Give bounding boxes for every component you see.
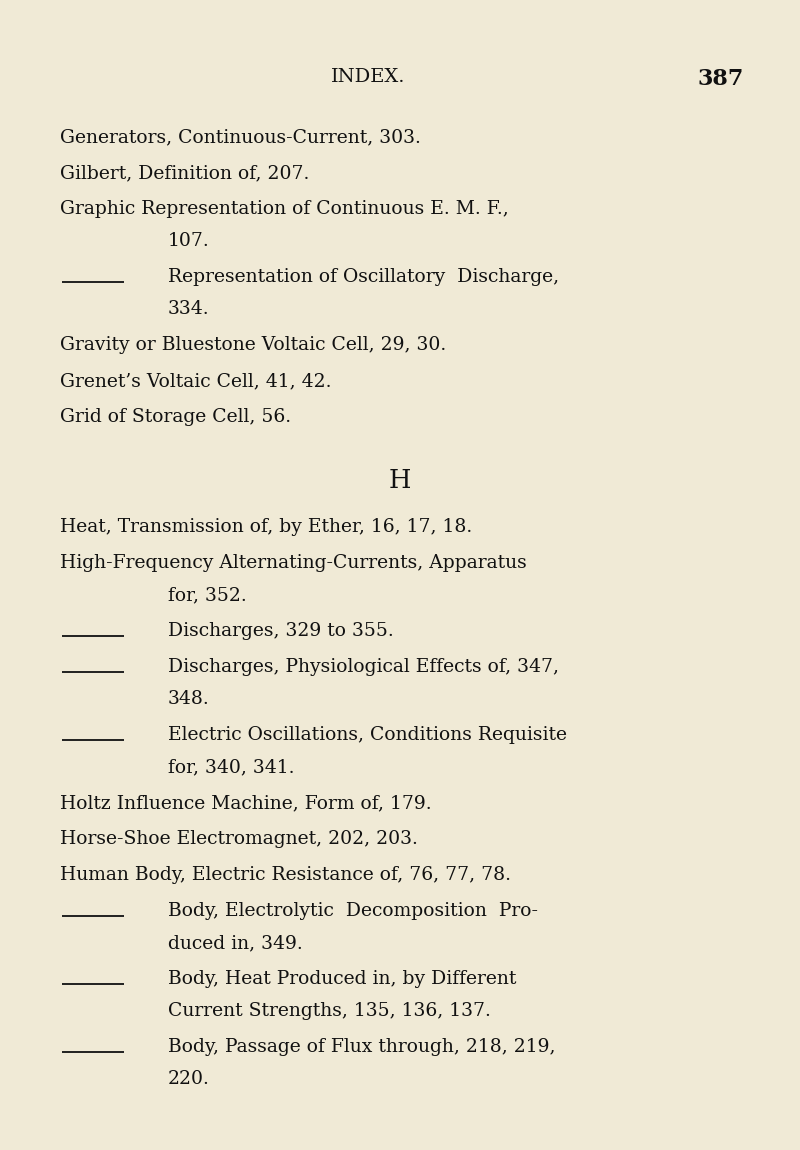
Text: for, 352.: for, 352. [168,586,246,604]
Text: Holtz Influence Machine, Form of, 179.: Holtz Influence Machine, Form of, 179. [60,793,432,812]
Text: Gravity or Bluestone Voltaic Cell, 29, 30.: Gravity or Bluestone Voltaic Cell, 29, 3… [60,336,446,354]
Text: Body, Passage of Flux through, 218, 219,: Body, Passage of Flux through, 218, 219, [168,1038,555,1056]
Text: 334.: 334. [168,300,210,319]
Text: Body, Heat Produced in, by Different: Body, Heat Produced in, by Different [168,969,516,988]
Text: Horse-Shoe Electromagnet, 202, 203.: Horse-Shoe Electromagnet, 202, 203. [60,830,418,848]
Text: Graphic Representation of Continuous E. M. F.,: Graphic Representation of Continuous E. … [60,200,509,218]
Text: Gilbert, Definition of, 207.: Gilbert, Definition of, 207. [60,164,310,182]
Text: Heat, Transmission of, by Ether, 16, 17, 18.: Heat, Transmission of, by Ether, 16, 17,… [60,518,472,536]
Text: High-Frequency Alternating-Currents, Apparatus: High-Frequency Alternating-Currents, App… [60,554,526,572]
Text: H: H [389,468,411,493]
Text: 387: 387 [698,68,744,90]
Text: Representation of Oscillatory  Discharge,: Representation of Oscillatory Discharge, [168,268,559,286]
Text: duced in, 349.: duced in, 349. [168,934,302,952]
Text: Current Strengths, 135, 136, 137.: Current Strengths, 135, 136, 137. [168,1002,491,1020]
Text: 107.: 107. [168,232,210,250]
Text: 220.: 220. [168,1070,210,1088]
Text: for, 340, 341.: for, 340, 341. [168,758,294,776]
Text: Grenet’s Voltaic Cell, 41, 42.: Grenet’s Voltaic Cell, 41, 42. [60,371,331,390]
Text: Discharges, Physiological Effects of, 347,: Discharges, Physiological Effects of, 34… [168,658,559,676]
Text: 348.: 348. [168,690,210,708]
Text: Discharges, 329 to 355.: Discharges, 329 to 355. [168,622,394,641]
Text: Generators, Continuous-Current, 303.: Generators, Continuous-Current, 303. [60,128,421,146]
Text: Electric Oscillations, Conditions Requisite: Electric Oscillations, Conditions Requis… [168,726,567,744]
Text: Body, Electrolytic  Decomposition  Pro-: Body, Electrolytic Decomposition Pro- [168,902,538,920]
Text: Human Body, Electric Resistance of, 76, 77, 78.: Human Body, Electric Resistance of, 76, … [60,866,511,884]
Text: INDEX.: INDEX. [330,68,406,86]
Text: Grid of Storage Cell, 56.: Grid of Storage Cell, 56. [60,408,291,426]
